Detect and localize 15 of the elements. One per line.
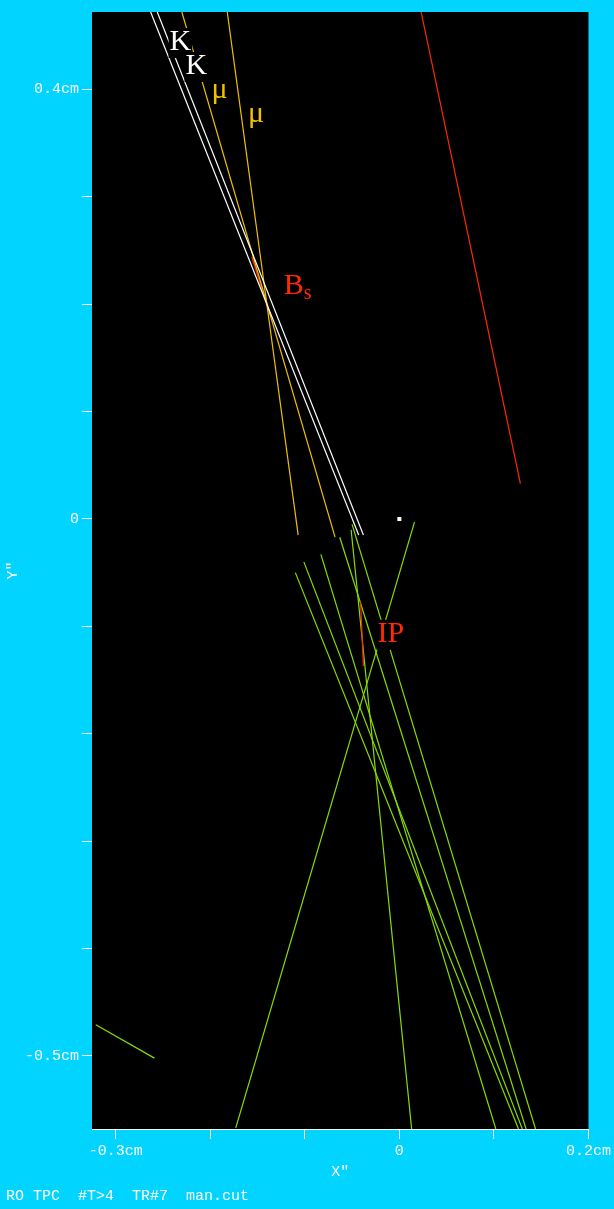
x-tick-label: 0.2cm bbox=[565, 1142, 611, 1160]
x-tick-label: 0 bbox=[394, 1142, 404, 1160]
text: #T>4 bbox=[78, 1188, 115, 1205]
x-tick-label: -0.3cm bbox=[88, 1142, 143, 1160]
y-tick-label: -0.5cm bbox=[24, 1047, 80, 1065]
text: TR#7 bbox=[132, 1188, 169, 1205]
series-label: μ bbox=[248, 94, 265, 128]
x-axis-title: X" bbox=[331, 1163, 350, 1181]
y-tick-label: 0.4cm bbox=[33, 81, 80, 99]
series-label: IP bbox=[377, 614, 405, 648]
text: RO TPC bbox=[6, 1188, 61, 1205]
y-tick-label: 0 bbox=[69, 510, 80, 528]
series-label: μ bbox=[211, 70, 228, 104]
y-axis-title: Y" bbox=[4, 561, 22, 580]
text: man.cut bbox=[186, 1188, 250, 1205]
